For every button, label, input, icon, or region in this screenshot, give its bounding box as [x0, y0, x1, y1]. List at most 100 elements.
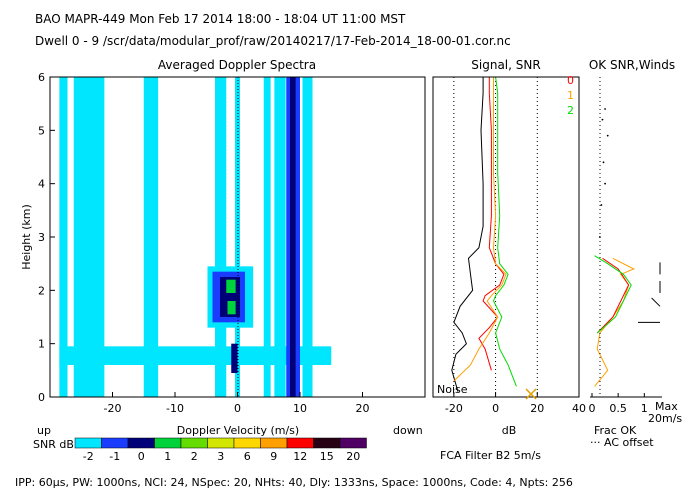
- signal-x-tick-label: 40: [572, 402, 586, 415]
- colorbar-cell: [207, 437, 235, 449]
- ac-offset-dot: [606, 134, 609, 137]
- signal-series-line: [478, 77, 505, 371]
- signal-snr-title: Signal, SNR: [471, 58, 540, 72]
- ac-offset-dot: [604, 182, 606, 185]
- signal-grid: [453, 77, 538, 397]
- colorbar-cell: [127, 437, 155, 449]
- winds-ticks: 0 0.5 1: [589, 393, 648, 415]
- x-tick-label: -10: [166, 402, 184, 415]
- signal-x-tick-label: 20: [530, 402, 544, 415]
- ac-offset-dots: [598, 108, 609, 238]
- colorbar-tick-label: 3: [217, 450, 224, 463]
- signal-frame: [432, 76, 580, 398]
- signal-lines: [451, 76, 517, 392]
- legend-2: 2: [567, 104, 574, 117]
- heatmap-region: [274, 77, 286, 397]
- winds-title: OK SNR,Winds: [589, 58, 675, 72]
- y-tick-label: 5: [38, 124, 45, 137]
- max-value: 20m/s: [648, 412, 682, 425]
- signal-xlabel: dB: [502, 424, 517, 437]
- winds-series-line: [594, 255, 632, 334]
- colorbar-title: SNR dB: [33, 438, 74, 451]
- header-line2: Dwell 0 - 9 /scr/data/modular_prof/raw/2…: [35, 34, 511, 48]
- heatmap-region: [143, 77, 159, 397]
- legend-0: 0: [567, 74, 574, 87]
- colorbar-tick-label: 0: [138, 450, 145, 463]
- signal-x-tick-label: -20: [445, 402, 463, 415]
- y-tick-label: 2: [38, 284, 45, 297]
- colorbar-labels: -2 -1 0 1 2 3 6 9 12 15 20: [83, 450, 360, 463]
- colorbar-tick-label: 15: [320, 450, 334, 463]
- signal-ticks: -20 0 20 40: [445, 392, 586, 415]
- colorbar-tick-label: 20: [346, 450, 360, 463]
- colorbar-cell: [154, 437, 182, 449]
- colorbar-tick-label: 1: [164, 450, 171, 463]
- winds-x-tick-label: 0: [589, 402, 596, 415]
- wind-barbs: [638, 262, 661, 323]
- signal-series-line: [492, 76, 517, 387]
- frac-ok-label: Frac OK: [594, 424, 637, 437]
- heatmap-region: [302, 77, 313, 397]
- heatmap-region: [263, 77, 271, 397]
- ac-offset-dot: [601, 118, 604, 121]
- spectra-heatmap-regions: [59, 77, 332, 397]
- y-tick-label: 3: [38, 231, 45, 244]
- colorbar-tick-label: -1: [109, 450, 120, 463]
- colorbar-cell: [286, 437, 314, 449]
- heatmap-region: [59, 346, 332, 365]
- winds-series-line: [596, 257, 630, 334]
- ok-snr-winds-panel: OK SNR,Winds 0 0.5 1 Max 20m/s Frac OK ···…: [589, 58, 683, 449]
- spectra-panel: Averaged Doppler Spectra -20 -10 0 10 20 0 1 2 3…: [20, 58, 426, 437]
- footer-line: IPP: 60µs, PW: 1000ns, NCI: 24, NSpec: 2…: [15, 476, 573, 489]
- noise-marker: [525, 388, 537, 400]
- noise-label: Noise: [437, 383, 468, 396]
- heatmap-region: [59, 77, 68, 397]
- ac-offset-dot: [604, 108, 606, 110]
- x-tick-label: 0: [234, 402, 241, 415]
- winds-series-line: [594, 257, 635, 387]
- x-tick-label: 20: [356, 402, 370, 415]
- winds-x-tick-label: 0.5: [609, 402, 627, 415]
- legend-1: 1: [567, 89, 574, 102]
- heatmap-region: [231, 343, 238, 373]
- signal-series-line: [453, 77, 507, 382]
- ac-offset-dot: [602, 161, 605, 164]
- colorbar-tick-label: 6: [244, 450, 251, 463]
- heatmap-region: [215, 77, 227, 397]
- wind-barb: [651, 297, 661, 307]
- fca-filter-label: FCA Filter B2 5m/s: [440, 449, 541, 462]
- header-line1: BAO MAPR-449 Mon Feb 17 2014 18:00 - 18:…: [35, 12, 406, 26]
- colorbar-cell: [313, 437, 341, 449]
- y-tick-label: 4: [38, 178, 45, 191]
- y-tick-label: 1: [38, 338, 45, 351]
- x-tick-label: -20: [104, 402, 122, 415]
- ac-offset-dot: [600, 204, 603, 206]
- signal-series-line: [451, 77, 484, 392]
- x-tick-label: 10: [293, 402, 307, 415]
- colorbar-cell: [233, 437, 261, 449]
- colorbar-tick-label: -2: [83, 450, 94, 463]
- spectra-xlabel: Doppler Velocity (m/s): [177, 424, 299, 437]
- spectra-title: Averaged Doppler Spectra: [158, 58, 316, 72]
- colorbar-cell: [180, 437, 208, 449]
- spectra-ylabel: Height (km): [20, 204, 33, 270]
- label-down: down: [393, 424, 423, 437]
- winds-x-tick-label: 1: [641, 402, 648, 415]
- colorbar-cell: [339, 437, 367, 449]
- signal-snr-panel: Signal, SNR -20 0 20 40 dB Noise 0 1 2: [432, 58, 586, 437]
- heatmap-region: [73, 77, 105, 397]
- colorbar-cell: [260, 437, 288, 449]
- max-label: Max: [655, 400, 678, 413]
- colorbar-tick-label: 12: [293, 450, 307, 463]
- heatmap-region: [226, 279, 236, 293]
- heatmap-region: [227, 301, 236, 315]
- colorbar-tick-label: 9: [270, 450, 277, 463]
- signal-x-tick-label: 0: [492, 402, 499, 415]
- heatmap-region: [290, 77, 296, 397]
- winds-lines: [594, 255, 635, 387]
- snr-colorbar: SNR dB -2 -1 0 1 2 3 6 9 12 15 20: [33, 437, 367, 463]
- y-tick-label: 0: [38, 391, 45, 404]
- label-up: up: [37, 424, 51, 437]
- colorbar-cells: [74, 437, 367, 449]
